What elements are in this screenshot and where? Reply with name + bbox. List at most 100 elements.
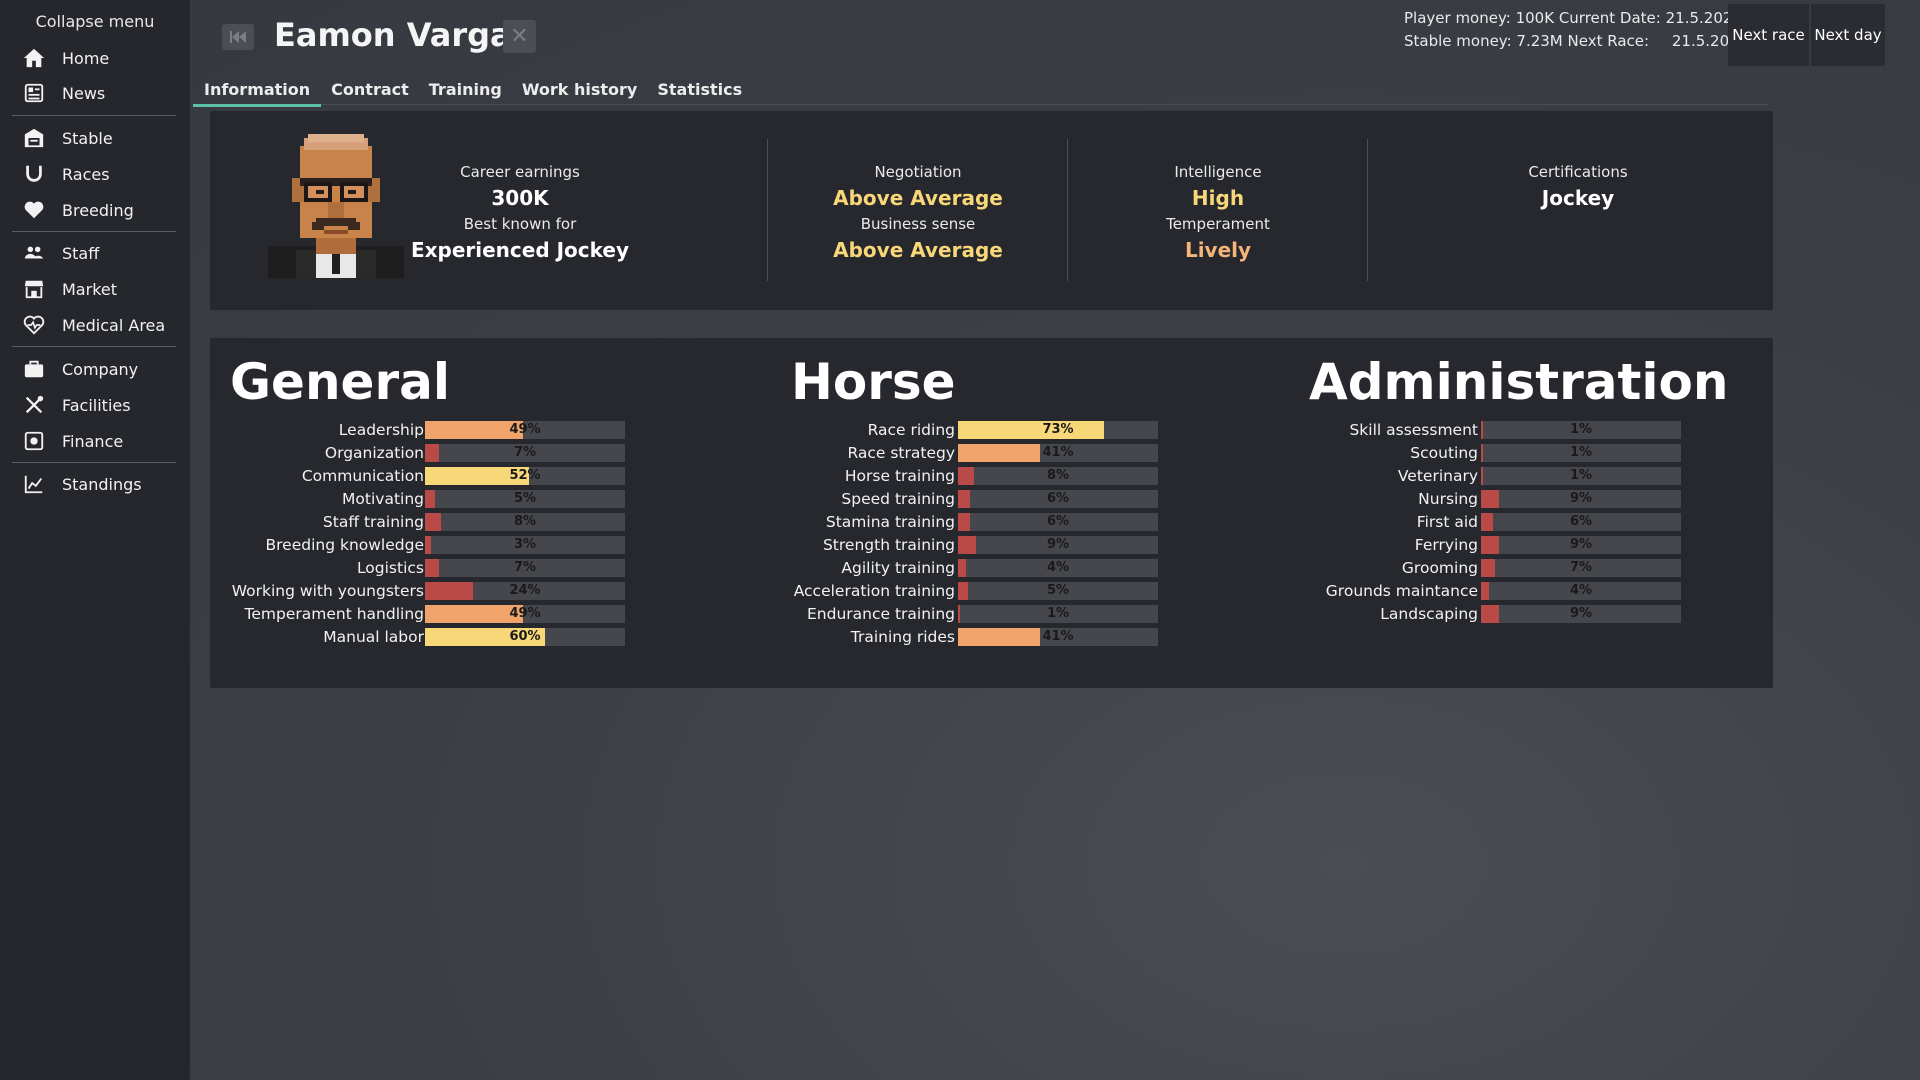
tools-icon bbox=[22, 393, 46, 417]
skill-bar-fill bbox=[425, 605, 523, 623]
sidebar-item-standings[interactable]: Standings bbox=[0, 467, 190, 501]
skill-value: 4% bbox=[1046, 560, 1070, 575]
stable-icon bbox=[22, 126, 46, 150]
previous-staff-button[interactable] bbox=[222, 24, 254, 50]
staff-name: Eamon Vargas bbox=[274, 16, 531, 54]
skill-row: Skill assessment bbox=[210, 420, 1478, 443]
skill-row: Temperament handling bbox=[210, 604, 424, 627]
skill-bar: 41% bbox=[958, 628, 1158, 646]
negotiation-label: Negotiation bbox=[874, 163, 962, 181]
skill-bar: 4% bbox=[958, 559, 1158, 577]
tab-bar: Information Contract Training Work histo… bbox=[193, 80, 752, 107]
skill-bar-fill bbox=[958, 421, 1104, 439]
sidebar: Collapse menu Home News Stable Races Bre… bbox=[0, 0, 190, 1080]
skill-row: Logistics bbox=[210, 558, 424, 581]
skill-value: 9% bbox=[1569, 606, 1593, 621]
next-race-button[interactable]: Next race bbox=[1728, 4, 1809, 66]
sidebar-item-facilities[interactable]: Facilities bbox=[0, 388, 190, 422]
skill-bar-fill bbox=[425, 421, 523, 439]
skill-name: Veterinary bbox=[1397, 467, 1478, 485]
intelligence-column: Intelligence High Temperament Lively bbox=[1068, 161, 1368, 265]
skill-bar: 6% bbox=[1481, 513, 1681, 531]
sidebar-item-company[interactable]: Company bbox=[0, 352, 190, 386]
sidebar-item-medical-area[interactable]: Medical Area bbox=[0, 308, 190, 342]
skill-row: Organization bbox=[210, 443, 424, 466]
skill-bar: 52% bbox=[425, 467, 625, 485]
skill-value: 7% bbox=[513, 560, 537, 575]
skill-bar-fill bbox=[425, 536, 431, 554]
sidebar-item-news[interactable]: News bbox=[0, 76, 190, 110]
skill-name: Race strategy bbox=[847, 444, 955, 462]
sidebar-item-label: Breeding bbox=[62, 200, 134, 220]
sidebar-item-stable[interactable]: Stable bbox=[0, 121, 190, 155]
skill-name: Strength training bbox=[822, 536, 955, 554]
skill-name: Stamina training bbox=[825, 513, 955, 531]
skill-bar: 9% bbox=[1481, 536, 1681, 554]
sidebar-item-label: Facilities bbox=[62, 395, 131, 415]
skill-name: Horse training bbox=[844, 467, 955, 485]
sidebar-divider bbox=[12, 346, 176, 347]
skill-value: 6% bbox=[1569, 514, 1593, 529]
negotiation-column: Negotiation Above Average Business sense… bbox=[768, 161, 1068, 265]
close-button[interactable]: ✕ bbox=[503, 20, 536, 53]
sidebar-item-finance[interactable]: Finance bbox=[0, 424, 190, 458]
skill-value: 8% bbox=[1046, 468, 1070, 483]
skill-value: 3% bbox=[513, 537, 537, 552]
skill-value: 24% bbox=[509, 583, 541, 598]
section-title-administration: Administration bbox=[1309, 353, 1729, 411]
sidebar-item-label: Home bbox=[62, 48, 110, 68]
sidebar-divider bbox=[12, 231, 176, 232]
skill-row: Horse training bbox=[210, 466, 955, 489]
skill-name: Speed training bbox=[841, 490, 955, 508]
tab-work-history[interactable]: Work history bbox=[521, 80, 638, 99]
skill-bar: 7% bbox=[425, 444, 625, 462]
home-icon bbox=[22, 46, 46, 70]
skill-bar: 3% bbox=[425, 536, 625, 554]
market-icon bbox=[22, 277, 46, 301]
section-title-general: General bbox=[230, 353, 450, 411]
skill-bar: 9% bbox=[1481, 605, 1681, 623]
skill-value: 1% bbox=[1569, 422, 1593, 437]
tab-contract[interactable]: Contract bbox=[331, 80, 409, 99]
skill-bar-fill bbox=[1481, 513, 1493, 531]
skill-bar: 60% bbox=[425, 628, 625, 646]
skill-row: Working with youngsters bbox=[210, 581, 424, 604]
tab-training[interactable]: Training bbox=[428, 80, 502, 99]
skill-row: Speed training bbox=[210, 489, 955, 512]
skill-row: Veterinary bbox=[210, 466, 1478, 489]
info-divider bbox=[1367, 139, 1368, 281]
skill-row: Race strategy bbox=[210, 443, 955, 466]
skill-name: Communication bbox=[301, 467, 424, 485]
sidebar-item-staff[interactable]: Staff bbox=[0, 236, 190, 270]
skill-bar: 6% bbox=[958, 513, 1158, 531]
best-known-value: Experienced Jockey bbox=[410, 238, 630, 262]
skill-value: 6% bbox=[1046, 491, 1070, 506]
heart-icon bbox=[22, 198, 46, 222]
sidebar-item-home[interactable]: Home bbox=[0, 41, 190, 75]
skill-bar: 8% bbox=[958, 467, 1158, 485]
skill-bar: 1% bbox=[1481, 444, 1681, 462]
skip-back-icon bbox=[230, 31, 246, 43]
skill-bar-fill bbox=[425, 444, 439, 462]
skill-name: Organization bbox=[324, 444, 424, 462]
skill-name: Motivating bbox=[342, 490, 424, 508]
skill-bar-fill bbox=[1481, 490, 1499, 508]
sidebar-item-breeding[interactable]: Breeding bbox=[0, 193, 190, 227]
tab-information[interactable]: Information bbox=[193, 80, 322, 107]
tab-statistics[interactable]: Statistics bbox=[657, 80, 743, 99]
skill-bar-fill bbox=[425, 513, 441, 531]
skill-bar: 5% bbox=[425, 490, 625, 508]
skill-row: Staff training bbox=[210, 512, 424, 535]
skill-value: 1% bbox=[1569, 445, 1593, 460]
skill-value: 7% bbox=[513, 445, 537, 460]
next-race-label: Next Race: bbox=[1567, 32, 1650, 50]
skill-bar-fill bbox=[425, 467, 529, 485]
sidebar-divider bbox=[12, 462, 176, 463]
collapse-menu-button[interactable]: Collapse menu bbox=[35, 12, 155, 31]
next-day-button[interactable]: Next day bbox=[1811, 4, 1885, 66]
sidebar-item-races[interactable]: Races bbox=[0, 157, 190, 191]
medical-heart-icon bbox=[22, 313, 46, 337]
skill-bar: 7% bbox=[1481, 559, 1681, 577]
sidebar-item-market[interactable]: Market bbox=[0, 272, 190, 306]
skill-name: First aid bbox=[1416, 513, 1478, 531]
